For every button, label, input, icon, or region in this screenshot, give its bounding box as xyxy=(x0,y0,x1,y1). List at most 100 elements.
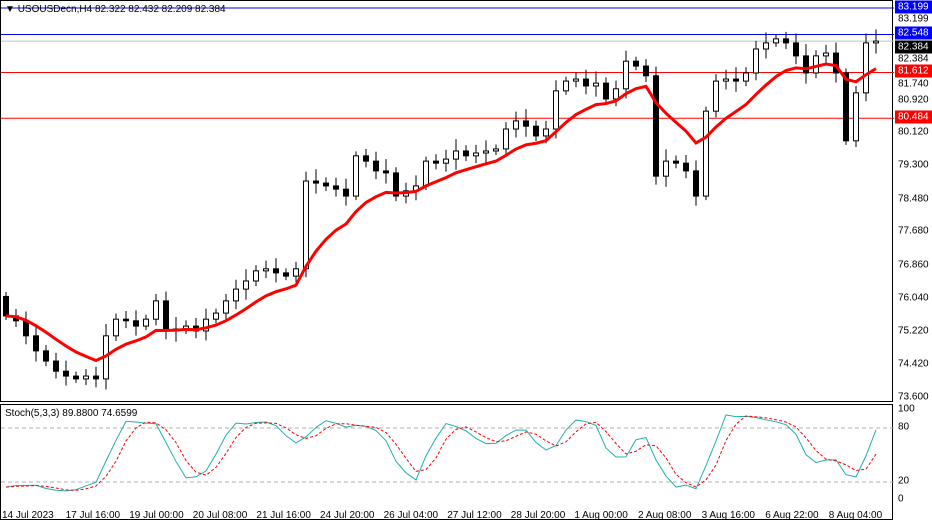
bear-candle xyxy=(3,295,9,317)
bull-candle xyxy=(723,78,729,82)
bull-candle xyxy=(753,48,759,74)
chart-header: ▼ USOUSDecn,H4 82.322 82.432 82.209 82.3… xyxy=(5,4,226,15)
dropdown-triangle-icon[interactable]: ▼ xyxy=(5,4,18,15)
price-level-tag: 82.384 xyxy=(895,40,932,54)
bull-candle xyxy=(203,318,209,332)
stochastic-tick-label: 0 xyxy=(898,493,904,505)
bear-candle xyxy=(653,75,659,177)
time-tick-label: 20 Jul 08:00 xyxy=(192,510,248,521)
price-tick-label: 76.860 xyxy=(898,259,929,271)
bear-candle xyxy=(73,375,79,380)
price-level-tag: 82.548 xyxy=(895,26,932,40)
time-tick-label: 2 Aug 08:00 xyxy=(638,510,692,521)
bear-candle xyxy=(533,125,539,137)
price-tick-label: 79.300 xyxy=(898,159,929,171)
time-tick-label: 26 Jul 04:00 xyxy=(383,510,439,521)
price-tick-label: 80.920 xyxy=(898,94,929,106)
bear-candle xyxy=(523,120,529,127)
bull-candle xyxy=(763,42,769,50)
price-level-tag: 83.199 xyxy=(895,0,932,14)
bear-candle xyxy=(283,272,289,277)
bull-candle xyxy=(83,375,89,380)
price-chart[interactable]: ▼ USOUSDecn,H4 82.322 82.432 82.209 82.3… xyxy=(0,0,894,403)
bear-candle xyxy=(833,52,839,74)
bear-candle xyxy=(393,172,399,197)
time-tick-label: 17 Jul 16:00 xyxy=(65,510,121,521)
bear-candle xyxy=(433,160,439,164)
price-tick-label: 80.120 xyxy=(898,126,929,138)
bear-candle xyxy=(463,150,469,157)
bull-candle xyxy=(503,128,509,150)
stochastic-panel[interactable]: Stoch(5,3,3) 89.8800 74.6599 xyxy=(0,404,894,521)
bull-candle xyxy=(263,268,269,272)
stochastic-label: Stoch(5,3,3) xyxy=(5,408,60,419)
bull-candle xyxy=(423,160,429,187)
bear-candle xyxy=(273,268,279,274)
stochastic-header: Stoch(5,3,3) 89.8800 74.6599 xyxy=(5,408,137,419)
bear-candle xyxy=(333,185,339,190)
time-tick-label: 3 Aug 16:00 xyxy=(701,510,755,521)
bull-candle xyxy=(453,150,459,160)
bull-candle xyxy=(823,52,829,57)
bear-candle xyxy=(603,82,609,100)
time-tick-label: 21 Jul 16:00 xyxy=(256,510,311,521)
bull-candle xyxy=(353,155,359,197)
price-tick-label: 83.199 xyxy=(898,13,929,25)
bear-candle xyxy=(363,155,369,162)
bull-candle xyxy=(443,158,449,164)
bull-candle xyxy=(863,42,869,94)
bear-candle xyxy=(63,370,69,377)
bull-candle xyxy=(303,180,309,270)
bull-candle xyxy=(573,78,579,82)
ohlc-values: 82.322 82.432 82.209 82.384 xyxy=(94,4,226,15)
bull-candle xyxy=(493,148,499,152)
time-tick-label: 1 Aug 00:00 xyxy=(574,510,628,521)
bull-candle xyxy=(593,82,599,87)
bear-candle xyxy=(43,350,49,362)
bull-candle xyxy=(853,92,859,142)
bear-candle xyxy=(783,38,789,44)
bear-candle xyxy=(133,320,139,327)
bull-candle xyxy=(473,152,479,157)
symbol-timeframe: USOUSDecn,H4 xyxy=(17,4,93,15)
bull-candle xyxy=(703,110,709,197)
bear-candle xyxy=(93,375,99,380)
bear-candle xyxy=(843,72,849,142)
stochastic-tick-label: 100 xyxy=(898,403,915,415)
bear-candle xyxy=(33,335,39,352)
bull-candle xyxy=(233,288,239,302)
bull-candle xyxy=(623,60,629,90)
bull-candle xyxy=(873,40,879,44)
time-tick-label: 6 Aug 22:00 xyxy=(765,510,819,521)
bear-candle xyxy=(683,162,689,172)
bear-candle xyxy=(643,65,649,77)
price-tick-label: 78.480 xyxy=(898,193,929,205)
bear-candle xyxy=(733,78,739,82)
price-level-tag: 81.612 xyxy=(895,64,932,78)
bull-candle xyxy=(483,150,489,154)
bear-candle xyxy=(583,78,589,87)
bull-candle xyxy=(113,318,119,337)
stochastic-signal-line xyxy=(5,415,877,491)
price-tick-label: 74.420 xyxy=(898,358,929,370)
stochastic-main-line xyxy=(5,414,877,492)
bear-candle xyxy=(323,182,329,187)
stochastic-signal-value: 74.6599 xyxy=(101,408,138,419)
time-tick-label: 27 Jul 12:00 xyxy=(447,510,502,521)
price-tick-label: 73.600 xyxy=(898,391,929,403)
bear-candle xyxy=(673,160,679,164)
time-tick-label: 28 Jul 20:00 xyxy=(510,510,566,521)
stochastic-plot[interactable] xyxy=(1,405,894,521)
price-tick-label: 76.040 xyxy=(898,292,929,304)
bear-candle xyxy=(53,360,59,372)
bear-candle xyxy=(23,320,29,337)
bull-candle xyxy=(243,280,249,290)
stochastic-tick-label: 20 xyxy=(898,475,910,487)
time-tick-label: 8 Aug 04:00 xyxy=(828,510,883,521)
bear-candle xyxy=(163,300,169,332)
stochastic-tick-label: 80 xyxy=(898,421,910,433)
bull-candle xyxy=(213,312,219,320)
bull-candle xyxy=(253,270,259,282)
time-tick-label: 24 Jul 20:00 xyxy=(320,510,375,521)
candlestick-plot[interactable] xyxy=(1,1,894,403)
